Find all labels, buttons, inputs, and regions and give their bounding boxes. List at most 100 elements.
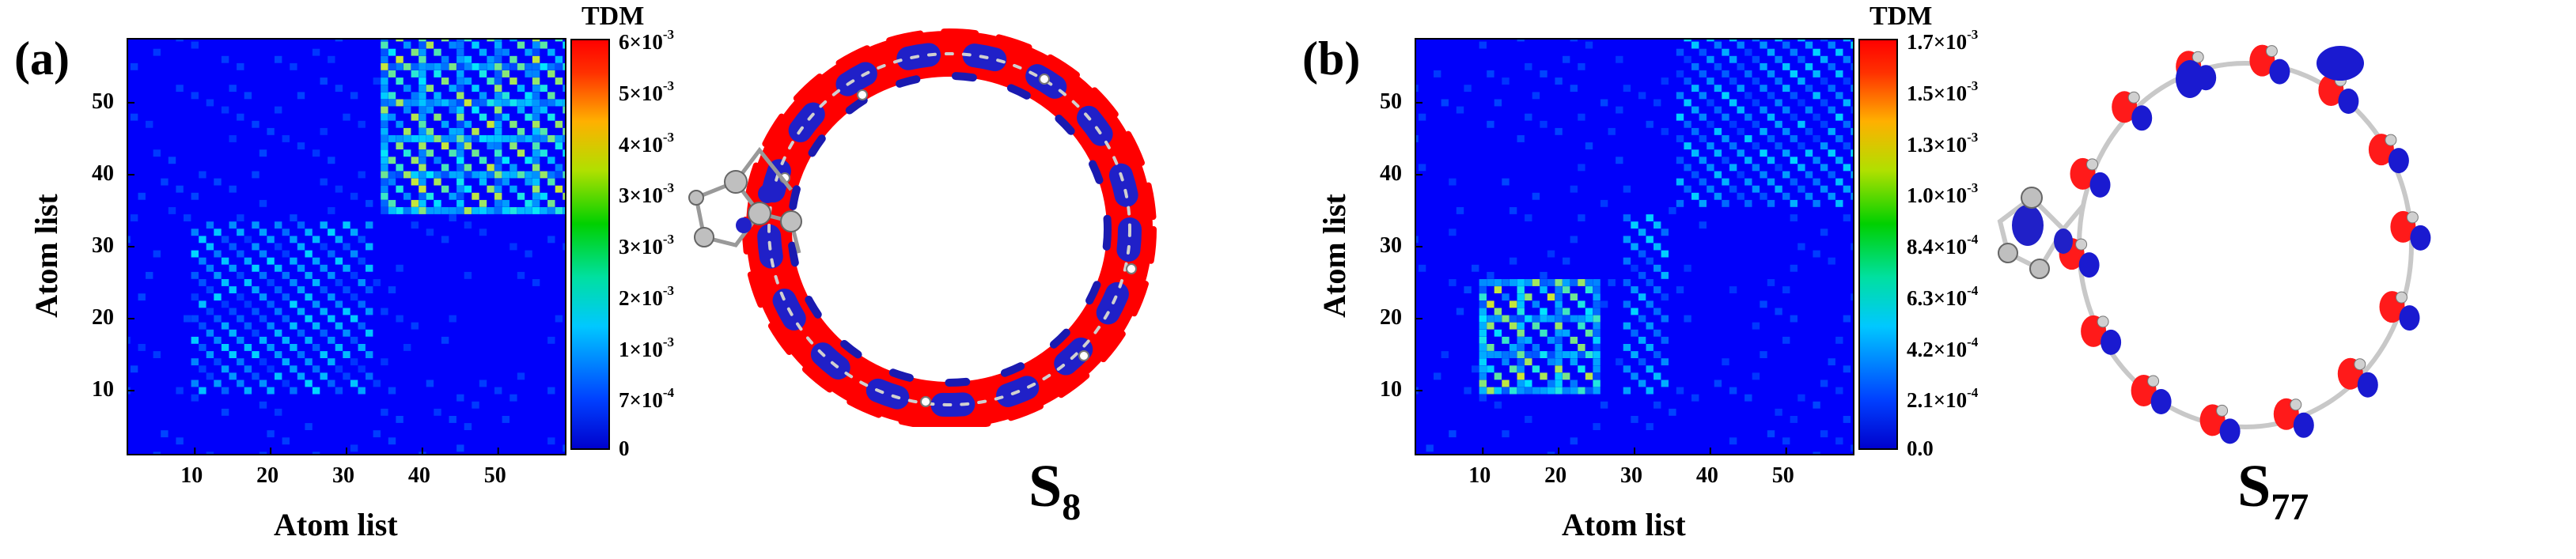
heatmap-cell [510, 243, 517, 251]
heatmap-cell [1646, 322, 1654, 330]
heatmap-cell [1775, 77, 1782, 85]
heatmap-cell [494, 199, 502, 207]
heatmap-cell [191, 358, 199, 366]
heatmap-cell [1547, 250, 1555, 258]
heatmap-cell [312, 451, 320, 455]
heatmap-cell [1479, 41, 1487, 49]
heatmap-cell [510, 77, 517, 85]
heatmap-cell [1760, 351, 1767, 358]
heatmap-cell [487, 164, 494, 172]
heatmap-cell [1798, 120, 1805, 128]
heatmap-cell [1798, 185, 1805, 193]
heatmap-cell [176, 38, 184, 42]
heatmap-cell [1835, 387, 1843, 395]
heatmap-cell [335, 236, 343, 244]
heatmap-cell [540, 127, 547, 135]
heatmap-cell [555, 120, 563, 128]
heatmap-cell [328, 250, 335, 258]
heatmap-cell [456, 85, 464, 93]
x-axis-title: Atom list [274, 507, 398, 542]
heatmap-cell [191, 293, 199, 301]
heatmap-cell [176, 387, 184, 395]
heatmap-cell [1790, 315, 1798, 323]
heatmap-cell [532, 164, 540, 172]
heatmap-cell [252, 351, 259, 358]
heatmap-cell [1752, 99, 1760, 107]
heatmap-cell [464, 271, 472, 279]
heatmap-cell [297, 329, 305, 337]
x-tick-label: 20 [1544, 463, 1567, 488]
heatmap-cell [419, 48, 426, 56]
heatmap-cell [1479, 279, 1487, 286]
heatmap-cell [1790, 92, 1798, 100]
heatmap-cell [510, 142, 517, 149]
heatmap-cell [1517, 344, 1525, 351]
heatmap-cell [411, 322, 419, 330]
heatmap-cell [479, 380, 487, 387]
heatmap-cell [449, 315, 456, 323]
heatmap-cell [1555, 77, 1563, 85]
heatmap-cell [403, 207, 411, 214]
heatmap-cell [434, 70, 441, 77]
heatmap-cell [494, 48, 502, 56]
heatmap-cell [494, 38, 502, 42]
heatmap-cell [1714, 62, 1722, 70]
heatmap-cell [1684, 77, 1691, 85]
heatmap-cell [1555, 365, 1563, 373]
heatmap-cell [1820, 380, 1828, 387]
heatmap-cell [1676, 286, 1684, 293]
heatmap-cell [403, 135, 411, 142]
heatmap-cell [487, 185, 494, 193]
heatmap-cell [517, 271, 525, 279]
heatmap-cell [350, 229, 358, 236]
heatmap-cell [464, 221, 472, 229]
heatmap-cell [176, 185, 184, 193]
heatmap-cell [335, 279, 343, 286]
heatmap-cell [1828, 257, 1835, 265]
heatmap-cell [502, 199, 510, 207]
heatmap-cell [1509, 207, 1517, 214]
heatmap-cell [1714, 41, 1722, 49]
heatmap-cell [441, 236, 449, 244]
heatmap-cell [252, 308, 259, 315]
heatmap-cell [358, 236, 366, 244]
heatmap-cell [1494, 308, 1502, 315]
heatmap-cell [1775, 164, 1782, 172]
heatmap-cell [275, 221, 282, 229]
heatmap-cell [547, 207, 555, 214]
heatmap-cell [525, 48, 532, 56]
heatmap-cell [464, 120, 472, 128]
heatmap-cell [1555, 358, 1563, 366]
heatmap-cell [510, 185, 517, 193]
heatmap-cell [403, 41, 411, 49]
heatmap-cell [252, 120, 259, 128]
heatmap-cell [343, 286, 350, 293]
heatmap-cell [434, 99, 441, 107]
heatmap-cell [1790, 157, 1798, 164]
heatmap-cell [1729, 99, 1737, 107]
heatmap-cell [1790, 70, 1798, 77]
heatmap-cell [1790, 264, 1798, 272]
heatmap-cell [479, 135, 487, 142]
heatmap-cell [1593, 344, 1601, 351]
heatmap-cell [1798, 394, 1805, 402]
heatmap-cell [290, 257, 297, 265]
heatmap-cell [320, 243, 328, 251]
heatmap-cell [1767, 157, 1775, 164]
heatmap-cell [532, 171, 540, 179]
heatmap-cell [1646, 257, 1654, 265]
heatmap-cell [328, 229, 335, 236]
heatmap-cell [1547, 451, 1555, 455]
heatmap-cell [1532, 365, 1540, 373]
heatmap-cell [358, 120, 366, 128]
heatmap-cell [1646, 365, 1654, 373]
heatmap-cell [472, 207, 479, 214]
tdm-heatmap [1415, 38, 1854, 455]
heatmap-cell [479, 207, 487, 214]
heatmap-cell [563, 243, 566, 251]
heatmap-cell [320, 372, 328, 380]
heatmap-cell [525, 199, 532, 207]
heatmap-cell [403, 106, 411, 114]
heatmap-cell [1578, 322, 1585, 330]
heatmap-cell [1570, 387, 1578, 395]
